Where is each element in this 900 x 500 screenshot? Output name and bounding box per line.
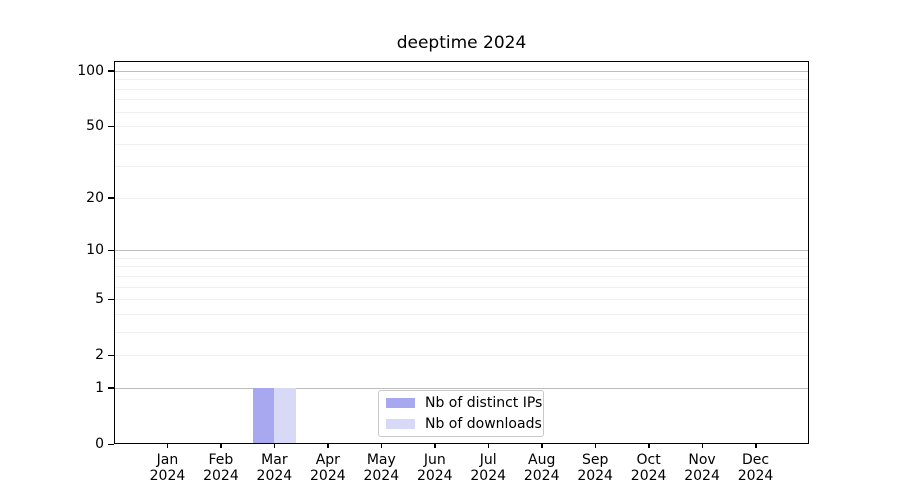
x-tick bbox=[541, 444, 543, 448]
chart-title: deeptime 2024 bbox=[396, 33, 527, 53]
minor-gridline bbox=[115, 99, 808, 101]
x-tick bbox=[487, 444, 490, 448]
legend-label: Nb of downloads bbox=[425, 416, 542, 433]
x-tick bbox=[220, 444, 222, 448]
minor-gridline bbox=[115, 88, 808, 90]
y-tick bbox=[108, 354, 114, 357]
y-tick-label: 100 bbox=[77, 62, 104, 79]
minor-gridline bbox=[115, 166, 808, 168]
x-tick bbox=[273, 444, 276, 448]
x-tick-label: Jul 2024 bbox=[470, 452, 507, 484]
y-tick-label: 5 bbox=[95, 291, 104, 308]
x-tick-label: Jan 2024 bbox=[149, 452, 186, 484]
y-tick bbox=[108, 125, 114, 128]
legend: Nb of distinct IPs Nb of downloads bbox=[378, 390, 544, 437]
major-gridline bbox=[115, 70, 808, 72]
y-tick bbox=[108, 197, 114, 199]
minor-gridline bbox=[115, 331, 808, 333]
x-tick-label: Aug 2024 bbox=[523, 452, 560, 484]
major-gridline bbox=[115, 387, 808, 389]
legend-item: Nb of distinct IPs bbox=[386, 393, 542, 413]
minor-gridline bbox=[115, 266, 808, 268]
legend-swatch-distinct-ips-icon bbox=[386, 397, 415, 408]
y-tick bbox=[108, 387, 114, 389]
minor-gridline bbox=[115, 143, 808, 145]
legend-label: Nb of distinct IPs bbox=[425, 394, 543, 411]
x-tick bbox=[594, 444, 597, 448]
bar bbox=[253, 387, 275, 443]
x-tick-label: Feb 2024 bbox=[203, 452, 239, 484]
plot-area-frame bbox=[114, 61, 809, 444]
y-tick bbox=[108, 443, 114, 445]
x-tick bbox=[434, 444, 436, 448]
minor-gridline bbox=[115, 79, 808, 81]
x-tick-label: Apr 2024 bbox=[310, 452, 346, 484]
minor-gridline bbox=[115, 197, 808, 199]
y-tick-label: 20 bbox=[86, 189, 104, 206]
legend-swatch-downloads-icon bbox=[386, 419, 415, 430]
x-tick bbox=[648, 444, 650, 448]
x-tick-label: Nov 2024 bbox=[684, 452, 720, 484]
y-tick-label: 10 bbox=[86, 242, 104, 259]
x-tick-label: May 2024 bbox=[363, 452, 400, 484]
x-tick-label: Mar 2024 bbox=[256, 452, 293, 484]
legend-item: Nb of downloads bbox=[386, 415, 542, 435]
y-tick-label: 50 bbox=[86, 118, 104, 135]
minor-gridline bbox=[115, 126, 808, 128]
minor-gridline bbox=[115, 286, 808, 288]
x-tick-label: Oct 2024 bbox=[630, 452, 667, 484]
x-tick-label: Jun 2024 bbox=[416, 452, 453, 484]
x-tick-label: Sep 2024 bbox=[577, 452, 613, 484]
minor-gridline bbox=[115, 111, 808, 113]
y-tick-label: 2 bbox=[95, 347, 104, 364]
x-tick bbox=[327, 444, 329, 448]
minor-gridline bbox=[115, 275, 808, 277]
y-tick-label: 0 bbox=[95, 436, 104, 452]
minor-gridline bbox=[115, 313, 808, 315]
x-tick bbox=[166, 444, 169, 448]
x-tick-label: Dec 2024 bbox=[737, 452, 774, 484]
x-tick bbox=[701, 444, 704, 448]
minor-gridline bbox=[115, 355, 808, 357]
x-tick bbox=[380, 444, 383, 448]
x-tick bbox=[755, 444, 757, 448]
y-tick bbox=[108, 298, 114, 301]
y-tick bbox=[108, 70, 114, 72]
y-tick bbox=[108, 249, 114, 252]
major-gridline bbox=[115, 250, 808, 252]
minor-gridline bbox=[115, 257, 808, 259]
y-tick-label: 1 bbox=[95, 379, 104, 396]
minor-gridline bbox=[115, 299, 808, 301]
bar bbox=[274, 387, 296, 443]
